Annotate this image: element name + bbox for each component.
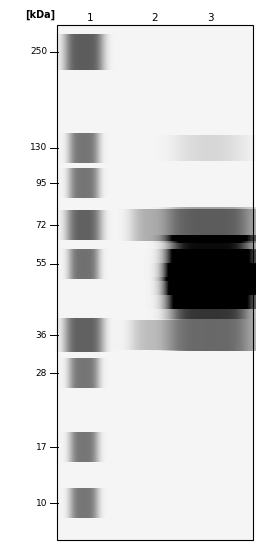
Bar	[57, 25, 253, 540]
Text: 28: 28	[36, 368, 47, 377]
Text: 72: 72	[36, 221, 47, 230]
Text: 3: 3	[207, 13, 213, 23]
Text: 55: 55	[36, 259, 47, 268]
Text: 130: 130	[30, 143, 47, 152]
Text: 250: 250	[30, 48, 47, 57]
Text: 10: 10	[36, 498, 47, 507]
Text: 95: 95	[36, 179, 47, 188]
Text: 2: 2	[152, 13, 158, 23]
Text: [kDa]: [kDa]	[25, 10, 55, 20]
Text: 1: 1	[87, 13, 93, 23]
Text: 17: 17	[36, 442, 47, 451]
Text: 36: 36	[36, 330, 47, 339]
